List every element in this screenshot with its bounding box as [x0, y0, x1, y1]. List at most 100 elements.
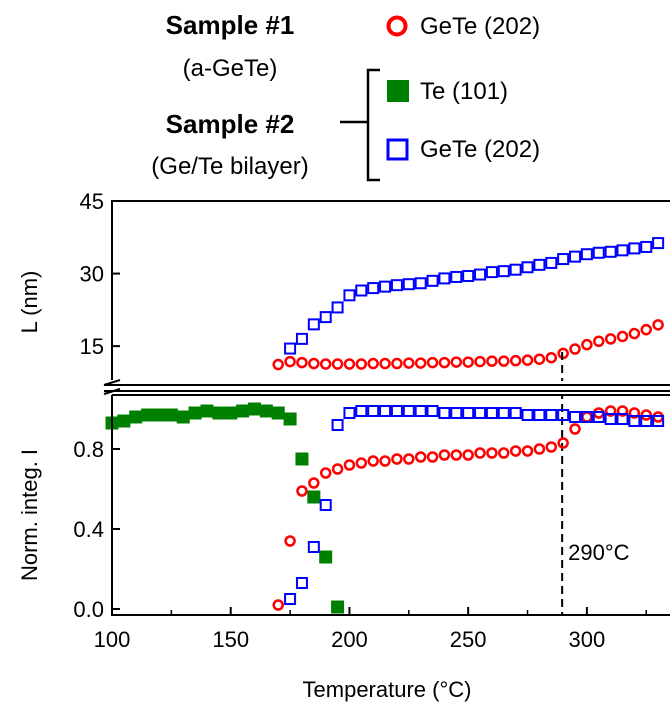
- bottom-point-s0-11: [236, 404, 250, 418]
- bottom-point-s2-8: [379, 405, 392, 417]
- bottom-point-s0-19: [331, 600, 345, 614]
- bottom-point-s1-7: [355, 457, 368, 469]
- legend-label-gete-sample1: GeTe (202): [420, 13, 540, 40]
- legend: Sample #1 (a-GeTe) Sample #2 (Ge/Te bila…: [151, 10, 540, 182]
- bottom-point-s1-29: [616, 405, 629, 417]
- top-point-s1-27: [604, 245, 617, 258]
- top-point-s1-6: [355, 284, 368, 297]
- bottom-point-s0-12: [247, 402, 261, 416]
- bottom-point-s0-10: [224, 406, 238, 420]
- bottom-point-s1-12: [414, 451, 427, 463]
- top-point-s1-29: [628, 242, 641, 255]
- top-y-axis-label: L (nm): [17, 271, 42, 334]
- top-point-s0-13: [426, 356, 439, 369]
- bottom-point-s0-4: [152, 408, 166, 422]
- bottom-point-s2-20: [521, 409, 534, 421]
- top-point-s0-12: [414, 357, 427, 369]
- bottom-point-s2-3: [319, 499, 332, 511]
- bottom-point-s2-14: [450, 407, 463, 419]
- bottom-point-s2-23: [557, 409, 570, 421]
- bottom-point-s0-17: [307, 490, 321, 504]
- top-point-s0-11: [403, 357, 415, 369]
- bottom-point-s0-5: [164, 408, 178, 422]
- top-point-s1-14: [450, 270, 463, 283]
- bottom-point-s2-10: [402, 405, 415, 417]
- bottom-point-s2-29: [628, 415, 641, 427]
- top-point-s1-23: [557, 253, 570, 266]
- x-tick-label: 100: [94, 627, 131, 652]
- top-point-s0-15: [450, 356, 463, 368]
- bottom-point-s1-5: [331, 463, 344, 475]
- top-point-s1-25: [580, 248, 593, 261]
- top-point-s1-22: [545, 256, 558, 269]
- top-point-s0-29: [616, 330, 629, 343]
- top-point-s1-2: [307, 318, 320, 331]
- bottom-point-s2-26: [592, 411, 605, 423]
- bottom-point-s2-4: [331, 419, 344, 431]
- bottom-point-s1-21: [521, 445, 534, 457]
- top-point-s0-6: [343, 358, 356, 370]
- top-point-s1-30: [640, 240, 653, 253]
- top-axis-frame: [111, 200, 670, 380]
- axis-break: [103, 379, 670, 395]
- top-point-s0-8: [367, 357, 379, 370]
- top-point-s1-28: [616, 244, 629, 257]
- top-point-s1-16: [474, 268, 487, 281]
- top-point-s0-0: [272, 358, 284, 371]
- bottom-y-tick-label: 0.8: [73, 437, 104, 462]
- top-point-s0-27: [593, 335, 605, 348]
- bottom-point-s2-7: [367, 405, 380, 417]
- top-point-s1-31: [652, 237, 665, 250]
- top-y-tick-label: 30: [80, 262, 104, 287]
- bottom-point-s1-11: [403, 453, 415, 465]
- top-point-s0-22: [533, 353, 546, 365]
- top-point-s0-18: [486, 355, 498, 367]
- top-point-s1-24: [569, 250, 582, 263]
- top-panel: L (nm) 15 30 45: [17, 189, 670, 380]
- bottom-point-s2-19: [509, 407, 522, 419]
- bottom-point-s1-23: [545, 441, 558, 453]
- bottom-point-s0-13: [259, 404, 273, 418]
- bottom-point-s2-24: [569, 411, 582, 423]
- bottom-point-s1-22: [533, 443, 546, 455]
- bottom-point-s2-17: [485, 407, 498, 419]
- top-point-s1-7: [367, 282, 380, 295]
- top-point-s1-4: [331, 301, 344, 314]
- bottom-point-s1-28: [604, 405, 617, 417]
- bottom-point-s2-11: [414, 405, 427, 417]
- bottom-point-s1-26: [581, 411, 593, 423]
- top-point-s1-20: [521, 261, 534, 274]
- top-point-s1-15: [462, 269, 475, 282]
- legend-marker-gete-sample1: [386, 15, 408, 37]
- top-point-s0-2: [296, 356, 308, 369]
- bottom-point-s0-3: [141, 408, 155, 422]
- legend-label-gete-sample2: GeTe (202): [420, 136, 540, 163]
- bottom-point-s1-20: [509, 445, 522, 457]
- top-point-s1-13: [438, 272, 451, 285]
- bottom-point-s1-8: [367, 455, 379, 467]
- top-point-s0-3: [308, 357, 320, 370]
- top-y-tick-label: 45: [80, 189, 104, 214]
- bottom-point-s1-0: [272, 599, 284, 611]
- bottom-point-s1-24: [557, 437, 569, 449]
- top-point-s0-28: [604, 333, 617, 345]
- legend-sample2-subtitle: (Ge/Te bilayer): [151, 153, 308, 180]
- bottom-point-s0-15: [283, 412, 297, 426]
- top-point-s0-31: [640, 323, 653, 336]
- top-point-s0-1: [284, 355, 296, 368]
- bottom-point-s1-6: [343, 459, 356, 471]
- top-point-s1-19: [509, 263, 522, 276]
- top-point-s0-10: [391, 357, 403, 370]
- bottom-point-s2-6: [355, 405, 368, 417]
- bottom-point-s0-7: [188, 406, 202, 420]
- bottom-point-s2-16: [474, 407, 487, 419]
- bottom-point-s0-1: [117, 414, 131, 428]
- bottom-point-s1-3: [308, 477, 320, 489]
- bottom-y-axis-label: Norm. integ. I: [17, 449, 42, 581]
- legend-label-te: Te (101): [420, 78, 508, 105]
- bottom-point-s2-25: [580, 411, 593, 423]
- top-point-s0-20: [509, 354, 522, 367]
- legend-marker-gete-sample2: [386, 138, 409, 161]
- top-point-s0-5: [331, 358, 344, 370]
- bottom-y-tick-label: 0.0: [73, 597, 104, 622]
